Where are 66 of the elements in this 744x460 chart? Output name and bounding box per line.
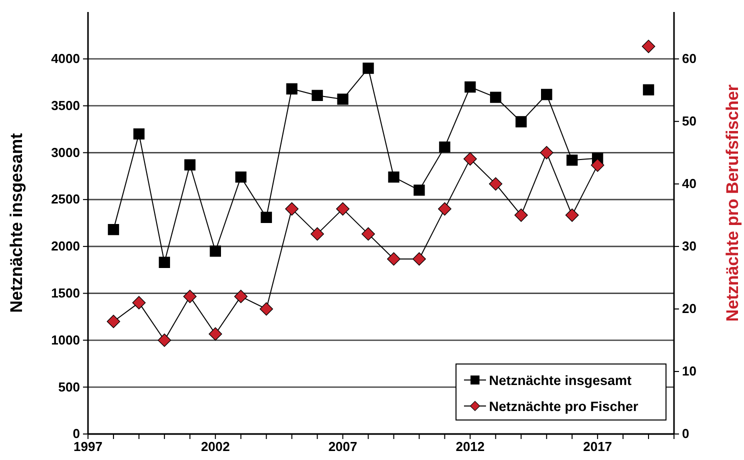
y-tick-label: 0 [72,426,80,442]
point [158,256,170,268]
x-tick-label: 1997 [74,439,102,454]
x-tick-label: 2017 [583,439,612,454]
y2-axis-title: Netznächte pro Berufsfischer [723,84,742,322]
point [235,171,246,183]
point [514,208,528,222]
y-tick-label: 1000 [51,332,80,348]
point [158,334,172,347]
y-tick-label: 2500 [51,192,80,207]
y-tick-label: 1500 [51,285,80,300]
point [565,208,579,222]
point [183,290,197,304]
point [488,177,502,191]
y2-tick-label: 10 [682,364,696,379]
y-axis-title: Netznächte insgesamt [7,132,26,313]
point [439,141,450,153]
point [541,88,552,100]
x-tick-label: 2012 [456,439,485,454]
point [642,40,656,54]
point [260,302,274,316]
y2-tick-label: 40 [682,176,696,192]
point [208,327,222,341]
point [414,184,425,196]
point [362,227,375,241]
point [260,212,272,223]
point [516,116,527,128]
point [133,128,145,140]
point [362,62,374,74]
y-tick-label: 3500 [51,98,80,113]
y2-tick-label: 20 [682,301,696,316]
point [464,81,476,93]
point [336,202,350,216]
point [642,84,654,96]
y2-tick-label: 60 [682,51,696,66]
y-tick-label: 3000 [51,144,80,160]
point [388,171,400,183]
y2-tick-label: 50 [682,114,696,129]
legend-label: Netznächte pro Fischer [489,399,640,414]
point [590,158,604,172]
point [132,296,146,310]
y-tick-label: 4000 [51,51,80,66]
point [234,290,248,304]
point [286,83,298,94]
y-tick-label: 2000 [51,238,80,254]
point [490,92,502,103]
point [387,252,400,266]
y2-tick-label: 30 [682,238,696,254]
point [464,152,477,166]
x-tick-label: 2002 [200,439,230,454]
point [540,146,554,160]
point [312,90,323,102]
point [310,227,324,241]
legend-label: Netznächte insgesamt [489,373,632,388]
point [184,159,196,170]
point [566,154,578,166]
y2-tick-label: 0 [682,426,690,442]
point [438,202,452,216]
point [285,202,298,216]
point [108,224,120,236]
y-tick-label: 500 [58,379,80,394]
point [337,94,348,105]
point [106,314,120,328]
x-tick-label: 2007 [328,439,358,454]
point [210,246,221,257]
point [412,252,426,266]
